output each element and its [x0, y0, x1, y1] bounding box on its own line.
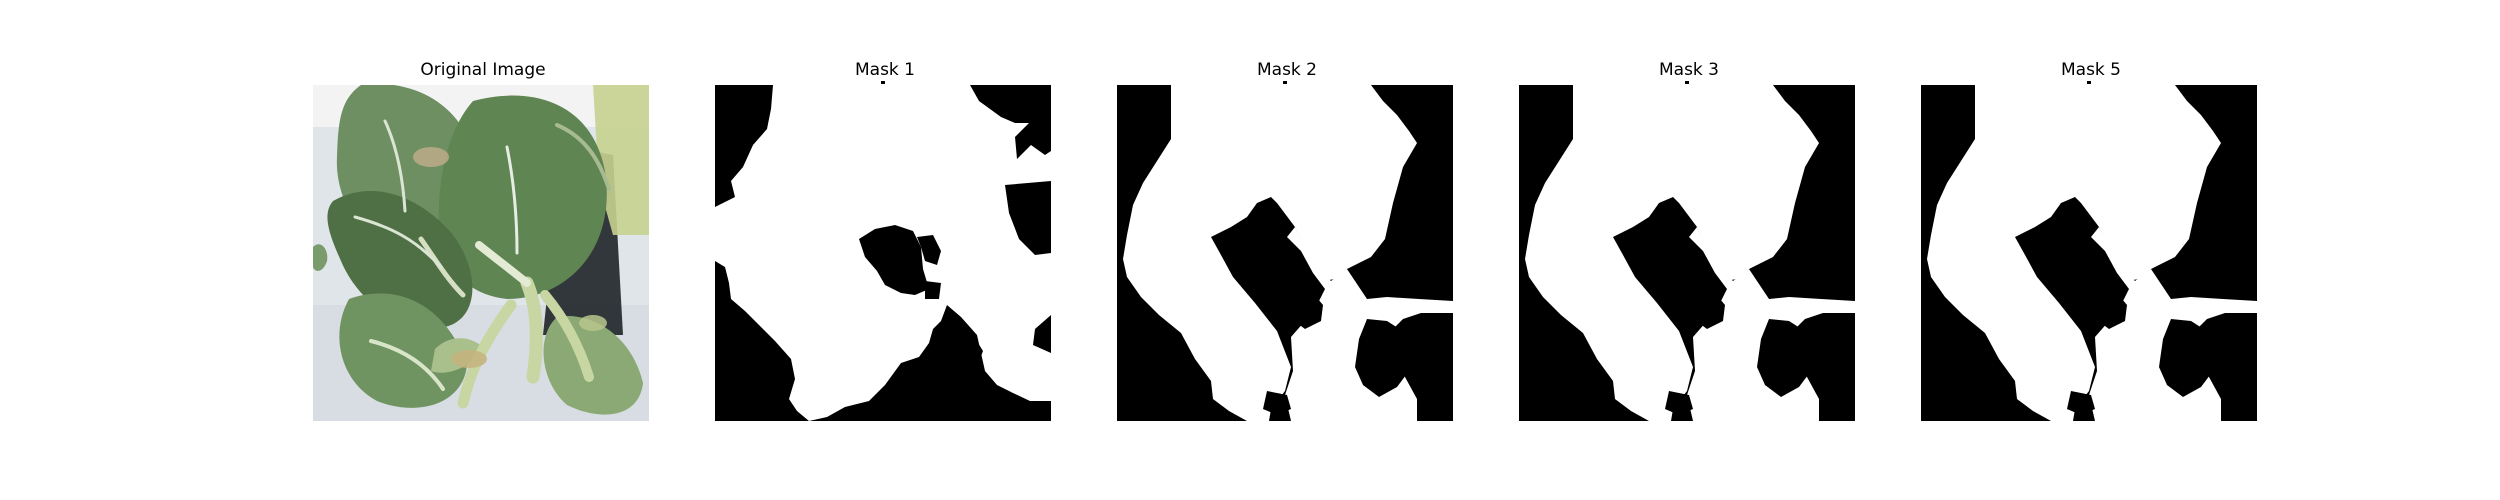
top-tick-mark	[1685, 81, 1689, 84]
panel-title: Original Image	[420, 60, 546, 80]
panel-title: Mask 1	[854, 60, 915, 80]
mask-panel: Mask 5	[1921, 59, 2261, 421]
top-tick-mark	[1283, 81, 1287, 84]
top-tick-mark	[2087, 81, 2091, 84]
segmentation-mask	[1921, 85, 2257, 421]
mask-panel: Mask 2	[1117, 59, 1457, 421]
segmentation-mask	[715, 85, 1051, 421]
mask-panel: Mask 1	[715, 59, 1055, 421]
segmentation-mask	[1519, 85, 1855, 421]
segmentation-mask	[1117, 85, 1453, 421]
mask-panel: Mask 3	[1519, 59, 1859, 421]
panel-title: Mask 5	[2060, 60, 2121, 80]
panel-title: Mask 2	[1256, 60, 1317, 80]
original-plant-photo	[313, 85, 649, 421]
original-image-panel: Original Image	[313, 59, 653, 421]
panel-title: Mask 3	[1658, 60, 1719, 80]
top-tick-mark	[881, 81, 885, 84]
